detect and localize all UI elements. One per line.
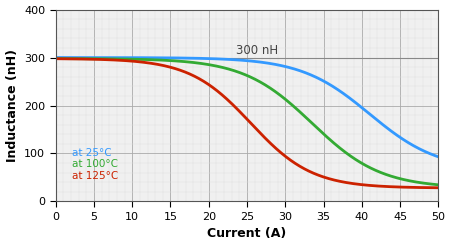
at 125°C — [53, 57, 58, 60]
at 100°C — [221, 66, 227, 69]
Line: at 25°C: at 25°C — [55, 58, 438, 157]
at 25°C — [316, 77, 321, 80]
at 25°C — [436, 155, 441, 158]
X-axis label: Current (A): Current (A) — [207, 228, 287, 240]
at 125°C — [436, 186, 441, 189]
at 100°C — [351, 157, 357, 160]
at 25°C — [53, 56, 58, 59]
at 125°C — [351, 182, 357, 185]
at 125°C — [208, 84, 213, 87]
Text: 300 nH: 300 nH — [235, 44, 278, 57]
at 100°C — [208, 63, 213, 66]
at 100°C — [359, 161, 364, 164]
at 100°C — [316, 128, 321, 131]
at 100°C — [92, 57, 97, 60]
at 100°C — [53, 57, 58, 60]
at 125°C — [316, 174, 321, 177]
Legend: at 25°C, at 100°C, at 125°C: at 25°C, at 100°C, at 125°C — [72, 148, 119, 181]
at 25°C — [359, 106, 364, 108]
at 125°C — [92, 58, 97, 61]
Line: at 125°C: at 125°C — [55, 59, 438, 188]
Y-axis label: Inductance (nH): Inductance (nH) — [5, 49, 18, 162]
at 100°C — [436, 183, 441, 186]
at 125°C — [359, 183, 364, 186]
at 25°C — [221, 58, 227, 61]
at 25°C — [92, 56, 97, 59]
at 25°C — [351, 100, 357, 103]
Line: at 100°C: at 100°C — [55, 59, 438, 185]
at 25°C — [208, 57, 213, 60]
at 125°C — [221, 95, 227, 98]
